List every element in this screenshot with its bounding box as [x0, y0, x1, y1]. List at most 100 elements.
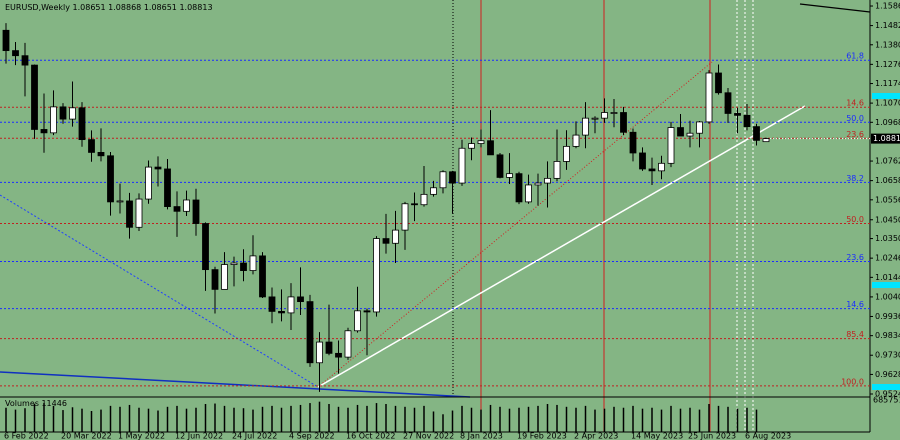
marker-block — [872, 282, 900, 288]
y-tick-label: 1.0144 — [875, 273, 900, 282]
y-tick-label: 1.1586 — [875, 2, 900, 11]
candle-body — [515, 173, 523, 203]
x-tick-label: 4 Sep 2022 — [289, 432, 335, 440]
candle-body — [173, 206, 181, 212]
symbol: EURUSD,Weekly — [5, 3, 70, 12]
candle-body — [297, 296, 304, 303]
candle-body — [563, 145, 570, 162]
x-tick-label: 1 May 2022 — [118, 432, 165, 440]
candle-body — [743, 114, 751, 128]
volume-title: Volumes 11446 — [5, 399, 67, 408]
candle-body — [221, 264, 228, 290]
y-tick-label: 0.9834 — [875, 331, 900, 340]
candle-body — [259, 255, 266, 298]
candle-body — [534, 182, 542, 186]
candle-body — [734, 113, 741, 116]
candle-body — [145, 166, 152, 200]
x-tick-label: 2 Apr 2023 — [574, 432, 618, 440]
x-tick-label: 14 May 2023 — [631, 432, 683, 440]
candle-body — [21, 55, 29, 66]
x-tick-label: 20 Mar 2022 — [61, 432, 112, 440]
y-tick-label: 1.0450 — [875, 215, 900, 224]
volume-last: 11446 — [41, 399, 66, 408]
candle-body — [316, 341, 323, 364]
candle-body — [69, 107, 76, 120]
candle-body — [202, 223, 209, 271]
fib-label: 50.0 — [846, 215, 864, 224]
fib-label: 14.6 — [846, 99, 864, 108]
candle-body — [696, 121, 703, 134]
candle-body — [354, 310, 361, 332]
price-label-box — [871, 133, 900, 144]
candle-body — [477, 140, 485, 144]
y-tick-label: 1.1174 — [875, 79, 900, 88]
volume-tick-label: 685751 — [873, 396, 900, 405]
candle-body — [40, 129, 48, 134]
chart-title: EURUSD,Weekly 1.08651 1.08868 1.08651 1.… — [5, 3, 213, 12]
x-tick-label: 12 Jun 2022 — [175, 432, 223, 440]
trend-line — [317, 105, 806, 388]
fib-label: 85.4 — [846, 330, 864, 339]
candle-body — [392, 229, 399, 244]
candle-body — [401, 203, 409, 231]
candle-body — [287, 296, 295, 314]
candle-body — [449, 171, 456, 184]
candle-body — [335, 352, 342, 358]
candle-body — [677, 127, 684, 137]
candle-body — [240, 262, 247, 271]
candle-body — [363, 310, 371, 313]
candle-body — [154, 166, 162, 170]
candle-body — [126, 200, 133, 228]
candle-body — [88, 139, 95, 153]
marker-block — [872, 93, 900, 99]
fib-label: 23.6 — [846, 253, 864, 262]
candle-body — [135, 198, 143, 228]
y-tick-label: 0.9936 — [875, 312, 900, 321]
x-tick-label: 8 Jan 2023 — [460, 432, 503, 440]
y-tick-label: 1.1482 — [875, 21, 900, 30]
candle-body — [658, 162, 665, 172]
candle-body — [487, 140, 494, 156]
y-tick-label: 1.1070 — [875, 99, 900, 108]
y-tick-label: 1.1380 — [875, 40, 900, 49]
candle-body — [496, 154, 504, 178]
y-tick-label: 1.0556 — [875, 195, 900, 204]
candle-body — [705, 72, 713, 123]
candle-body — [97, 152, 105, 157]
candle-body — [572, 134, 580, 147]
channel-line — [0, 371, 471, 398]
marker-block — [872, 384, 900, 390]
y-tick-label: 1.0762 — [875, 157, 900, 166]
candle-body — [278, 310, 285, 314]
candle-body — [439, 171, 447, 189]
candle-body — [610, 112, 618, 114]
candle-body — [107, 155, 114, 203]
y-tick-label: 0.9524 — [875, 389, 900, 398]
candle-body — [724, 92, 732, 114]
candle-body — [715, 72, 722, 94]
candle-body — [2, 29, 10, 52]
candle-body — [249, 255, 257, 271]
fib-label: 100.0 — [841, 377, 864, 386]
fib-label: 23.6 — [846, 130, 864, 139]
ohlc-low: 1.08651 — [144, 3, 177, 12]
y-tick-label: 0.9628 — [875, 370, 900, 379]
y-tick-label: 1.0658 — [875, 176, 900, 185]
x-tick-label: 6 Feb 2022 — [4, 432, 49, 440]
candle-body — [420, 193, 428, 206]
volume-name: Volumes — [5, 399, 39, 408]
trend-line — [799, 3, 871, 13]
candle-body — [753, 126, 760, 141]
x-tick-label: 19 Feb 2023 — [517, 432, 567, 440]
x-tick-label: 16 Oct 2022 — [346, 432, 395, 440]
y-tick-label: 1.0350 — [875, 234, 900, 243]
ohlc-open: 1.08651 — [73, 3, 106, 12]
candle-body — [762, 138, 770, 143]
candle-body — [12, 50, 19, 57]
candle-body — [211, 269, 219, 290]
candle-body — [344, 330, 352, 358]
candle-body — [411, 203, 418, 206]
fib-label: 50.0 — [846, 114, 864, 123]
y-tick-label: 1.0968 — [875, 118, 900, 127]
